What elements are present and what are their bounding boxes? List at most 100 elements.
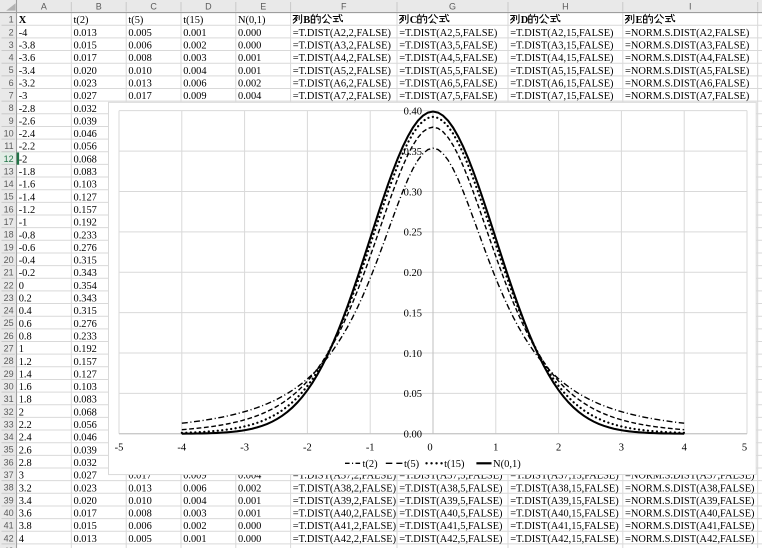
svg-text:=NORM.S.DIST(A40,FALSE): =NORM.S.DIST(A40,FALSE): [625, 509, 755, 520]
svg-text:0.00: 0.00: [404, 430, 422, 441]
svg-text:=T.DIST(A2,2,FALSE): =T.DIST(A2,2,FALSE): [293, 28, 391, 39]
svg-text:0.006: 0.006: [128, 41, 151, 52]
svg-text:1: 1: [19, 344, 24, 355]
svg-text:0.023: 0.023: [74, 78, 97, 89]
svg-text:=T.DIST(A37,15,FALSE): =T.DIST(A37,15,FALSE): [510, 471, 619, 482]
svg-text:17: 17: [4, 217, 14, 227]
svg-text:0.023: 0.023: [74, 483, 97, 494]
svg-text:-1: -1: [19, 218, 28, 229]
svg-text:0.4: 0.4: [19, 306, 33, 317]
svg-text:0.233: 0.233: [74, 331, 97, 342]
svg-text:0.30: 0.30: [404, 187, 422, 198]
svg-text:42: 42: [4, 533, 14, 543]
svg-text:2.4: 2.4: [19, 433, 33, 444]
svg-text:=T.DIST(A2,5,FALSE): =T.DIST(A2,5,FALSE): [399, 28, 497, 39]
svg-text:=T.DIST(A39,2,FALSE): =T.DIST(A39,2,FALSE): [293, 496, 396, 507]
svg-text:27: 27: [4, 344, 14, 354]
svg-text:0.002: 0.002: [238, 483, 261, 494]
svg-text:4: 4: [9, 53, 14, 63]
svg-text:I: I: [689, 2, 692, 12]
svg-text:=T.DIST(A41,15,FALSE): =T.DIST(A41,15,FALSE): [510, 521, 619, 532]
svg-text:9: 9: [9, 116, 14, 126]
svg-text:=T.DIST(A40,5,FALSE): =T.DIST(A40,5,FALSE): [399, 509, 502, 520]
svg-text:0.068: 0.068: [74, 154, 97, 165]
svg-text:0.003: 0.003: [183, 53, 206, 64]
svg-text:3: 3: [619, 443, 624, 454]
svg-text:1: 1: [9, 15, 14, 25]
svg-text:0.039: 0.039: [74, 116, 97, 127]
svg-text:0.6: 0.6: [19, 319, 32, 330]
svg-text:0.233: 0.233: [74, 230, 97, 241]
svg-text:0.002: 0.002: [183, 521, 206, 532]
svg-text:t(2): t(2): [363, 459, 379, 470]
svg-text:=T.DIST(A38,2,FALSE): =T.DIST(A38,2,FALSE): [293, 483, 396, 494]
svg-text:0.068: 0.068: [74, 407, 97, 418]
svg-text:5: 5: [742, 443, 747, 454]
svg-text:0.015: 0.015: [74, 41, 97, 52]
svg-text:=T.DIST(A39,5,FALSE): =T.DIST(A39,5,FALSE): [399, 496, 502, 507]
svg-text:0.001: 0.001: [183, 534, 206, 545]
svg-text:B: B: [303, 15, 310, 26]
svg-text:31: 31: [4, 394, 14, 404]
svg-text:5: 5: [9, 65, 14, 75]
svg-text:t(15): t(15): [183, 15, 203, 26]
svg-text:=T.DIST(A41,5,FALSE): =T.DIST(A41,5,FALSE): [399, 521, 502, 532]
svg-text:0.006: 0.006: [183, 78, 206, 89]
svg-text:3: 3: [19, 471, 24, 482]
svg-text:23: 23: [4, 293, 14, 303]
svg-text:2: 2: [9, 27, 14, 37]
svg-text:0.020: 0.020: [74, 496, 97, 507]
svg-text:=T.DIST(A7,5,FALSE): =T.DIST(A7,5,FALSE): [399, 91, 497, 102]
svg-text:38: 38: [4, 483, 14, 493]
svg-text:-1: -1: [366, 443, 375, 454]
svg-text:15: 15: [4, 192, 14, 202]
svg-text:0.001: 0.001: [238, 53, 261, 64]
svg-text:=T.DIST(A4,5,FALSE): =T.DIST(A4,5,FALSE): [399, 53, 497, 64]
svg-text:16: 16: [4, 204, 14, 214]
svg-text:=T.DIST(A5,2,FALSE): =T.DIST(A5,2,FALSE): [293, 66, 391, 77]
svg-text:0.005: 0.005: [128, 534, 151, 545]
svg-text:-0.6: -0.6: [19, 243, 35, 254]
svg-text:2: 2: [19, 407, 24, 418]
svg-text:19: 19: [4, 242, 14, 252]
svg-text:0.046: 0.046: [74, 433, 97, 444]
svg-text:18: 18: [4, 230, 14, 240]
svg-text:4: 4: [682, 443, 688, 454]
svg-text:-0.8: -0.8: [19, 230, 35, 241]
svg-text:-1.2: -1.2: [19, 205, 35, 216]
svg-text:0.032: 0.032: [74, 104, 97, 115]
svg-text:=NORM.S.DIST(A6,FALSE): =NORM.S.DIST(A6,FALSE): [625, 78, 749, 89]
svg-text:0.354: 0.354: [74, 281, 98, 292]
svg-text:2.8: 2.8: [19, 458, 32, 469]
svg-text:0.013: 0.013: [74, 534, 97, 545]
svg-text:0.017: 0.017: [128, 471, 151, 482]
svg-text:C: C: [150, 2, 157, 12]
svg-text:=T.DIST(A39,15,FALSE): =T.DIST(A39,15,FALSE): [510, 496, 619, 507]
svg-text:B: B: [96, 2, 102, 12]
svg-text:=NORM.S.DIST(A4,FALSE): =NORM.S.DIST(A4,FALSE): [625, 53, 749, 64]
svg-text:0.000: 0.000: [238, 521, 261, 532]
svg-text:=T.DIST(A38,5,FALSE): =T.DIST(A38,5,FALSE): [399, 483, 502, 494]
svg-text:=NORM.S.DIST(A38,FALSE): =NORM.S.DIST(A38,FALSE): [625, 483, 755, 494]
svg-text:0.276: 0.276: [74, 319, 97, 330]
svg-text:0.006: 0.006: [183, 483, 206, 494]
svg-text:D: D: [205, 2, 212, 12]
svg-text:0.10: 0.10: [404, 349, 422, 360]
svg-text:0.009: 0.009: [183, 91, 206, 102]
svg-text:=T.DIST(A40,15,FALSE): =T.DIST(A40,15,FALSE): [510, 509, 619, 520]
svg-text:1.2: 1.2: [19, 357, 32, 368]
svg-text:-4: -4: [177, 443, 186, 454]
svg-text:35: 35: [4, 445, 14, 455]
svg-text:=T.DIST(A3,2,FALSE): =T.DIST(A3,2,FALSE): [293, 41, 391, 52]
svg-text:0.083: 0.083: [74, 167, 97, 178]
svg-text:0.343: 0.343: [74, 294, 97, 305]
svg-text:=T.DIST(A2,15,FALSE): =T.DIST(A2,15,FALSE): [510, 28, 613, 39]
svg-text:3: 3: [9, 40, 14, 50]
svg-text:-1.8: -1.8: [19, 167, 35, 178]
svg-text:2: 2: [556, 443, 561, 454]
svg-text:0.103: 0.103: [74, 180, 97, 191]
svg-text:N(0,1): N(0,1): [238, 15, 265, 26]
svg-text:8: 8: [9, 103, 14, 113]
svg-text:0.039: 0.039: [74, 445, 97, 456]
svg-text:24: 24: [4, 306, 14, 316]
